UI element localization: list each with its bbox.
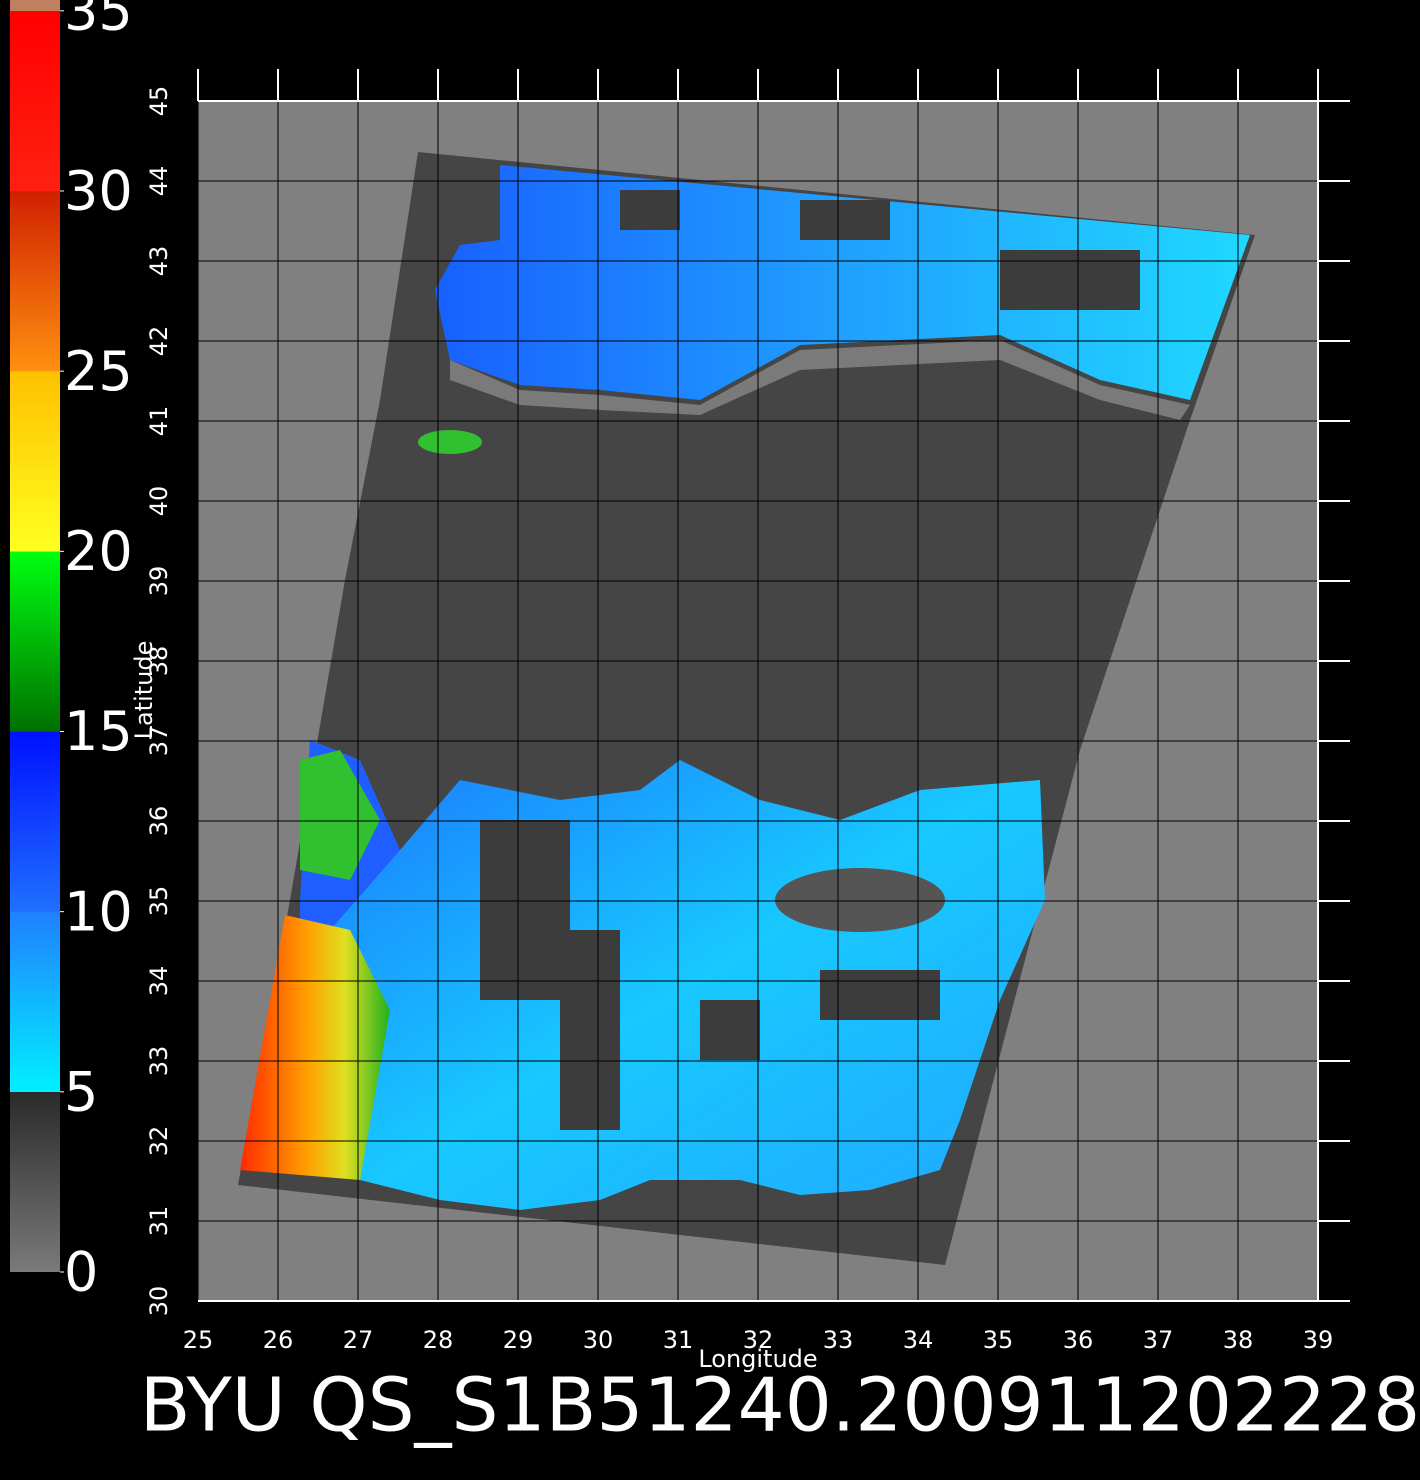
y-tick-label: 42: [145, 326, 173, 357]
colorbar-tick-label: 10: [64, 880, 133, 943]
y-tick-label: 40: [145, 486, 173, 517]
x-tick-label: 27: [343, 1326, 374, 1354]
annotations: 25 26 27 28 29 30 31 32 33 34 35 36 37 38 39 30 31 32 33 34…: [60, 0, 1420, 1449]
x-tick-label: 31: [663, 1326, 694, 1354]
y-tick-label: 33: [145, 1046, 173, 1077]
x-tick-label: 32: [743, 1326, 774, 1354]
y-tick-label: 35: [145, 886, 173, 917]
colorbar-tick-label: 25: [64, 340, 133, 403]
y-tick-label: 38: [145, 646, 173, 677]
y-tick-label: 30: [145, 1286, 173, 1317]
colorbar-tick-label: 5: [64, 1060, 98, 1123]
y-tick-label: 32: [145, 1126, 173, 1157]
grid: [198, 101, 1318, 1301]
marmara-winds: [418, 430, 482, 454]
x-tick-label: 35: [983, 1326, 1014, 1354]
x-tick-label: 38: [1223, 1326, 1254, 1354]
y-tick-label: 41: [145, 406, 173, 437]
x-tick-label: 37: [1143, 1326, 1174, 1354]
colorbar-tick-label: 15: [64, 700, 133, 763]
x-tick-label: 34: [903, 1326, 934, 1354]
y-tick-label: 37: [145, 726, 173, 757]
colorbar-tick-label: 0: [64, 1241, 98, 1304]
x-tick-label: 36: [1063, 1326, 1094, 1354]
y-tick-label: 43: [145, 246, 173, 277]
y-tick-label: 31: [145, 1206, 173, 1237]
y-tick-label: 39: [145, 566, 173, 597]
x-tick-label: 39: [1303, 1326, 1334, 1354]
x-axis-label: Longitude: [698, 1345, 817, 1373]
colorbar-tick-label: 35: [64, 0, 133, 42]
x-tick-label: 26: [263, 1326, 294, 1354]
x-tick-label: 30: [583, 1326, 614, 1354]
title: BYU QS_S1B51240.200911202228: [140, 1363, 1420, 1449]
colorbar-tick-label: 20: [64, 520, 133, 583]
coast-band: [450, 340, 1190, 420]
x-tick-label: 29: [503, 1326, 534, 1354]
y-axis-label: Latitude: [130, 641, 158, 740]
x-tick-label: 25: [183, 1326, 214, 1354]
cyprus: [775, 868, 945, 932]
wind-speckle: [480, 190, 1140, 1130]
colorbar-tick-label: 30: [64, 160, 133, 223]
y-tick-label: 36: [145, 806, 173, 837]
aegean-winds: [300, 750, 380, 880]
map-area: [198, 101, 1318, 1301]
x-tick-label: 33: [823, 1326, 854, 1354]
colorbar: [10, 0, 60, 1272]
y-tick-label: 44: [145, 166, 173, 197]
x-tick-label: 28: [423, 1326, 454, 1354]
y-tick-label: 34: [145, 966, 173, 997]
y-tick-label: 45: [145, 86, 173, 117]
